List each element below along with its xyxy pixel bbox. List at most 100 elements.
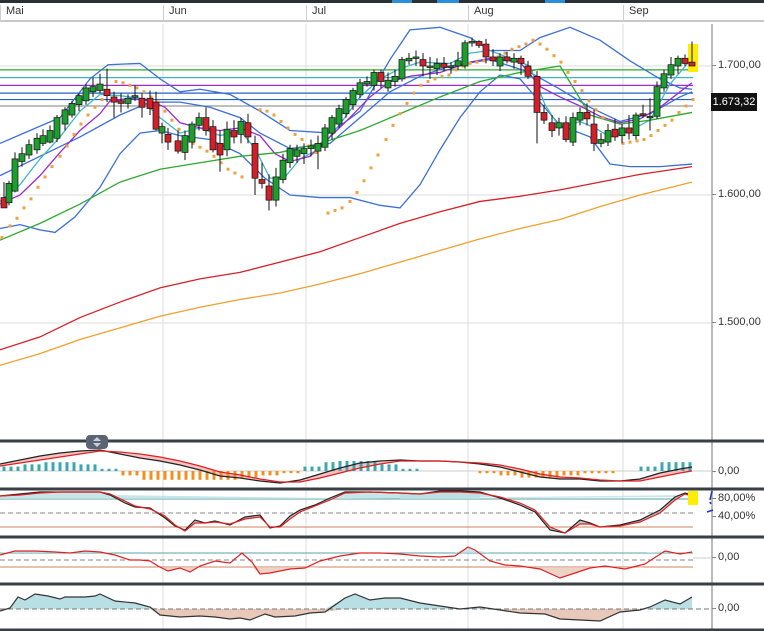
- psar-dot: [29, 197, 33, 201]
- psar-dot: [580, 89, 584, 93]
- macd-histogram-bar: [233, 471, 237, 480]
- macd-histogram-bar: [660, 462, 664, 471]
- psar-dot: [0, 236, 4, 240]
- psar-dot: [601, 116, 605, 120]
- psar-dot: [300, 138, 304, 142]
- psar-dot: [656, 129, 660, 132]
- candle-body: [342, 99, 350, 115]
- macd-line: [0, 450, 693, 483]
- up-down-arrows-icon[interactable]: [86, 435, 108, 449]
- macd-histogram-bar: [205, 471, 209, 480]
- month-label: Mai: [0, 5, 24, 22]
- psar-dot: [191, 141, 195, 145]
- last-price-badge: 1.673,32: [711, 93, 757, 111]
- candle-body: [454, 60, 462, 67]
- psar-dot: [531, 38, 535, 42]
- macd-histogram-bar: [324, 462, 328, 471]
- psar-dot: [198, 145, 202, 149]
- macd-histogram-bar: [9, 466, 13, 471]
- pen-icon[interactable]: [706, 490, 716, 514]
- candle-body: [496, 56, 504, 67]
- macd-histogram-bar: [149, 471, 153, 480]
- candle-body: [674, 57, 682, 67]
- psar-dot: [114, 79, 118, 83]
- macd-histogram-bar: [72, 462, 76, 471]
- candle-body: [433, 63, 441, 69]
- candle-body: [653, 86, 661, 117]
- candle-body: [576, 112, 584, 121]
- psar-dot: [93, 105, 97, 109]
- macd-histogram-bar: [135, 471, 139, 476]
- candle-body: [391, 75, 399, 82]
- candle-body: [604, 130, 612, 143]
- macd-histogram-bar: [548, 471, 552, 478]
- candle-body: [321, 127, 329, 148]
- psar-dot: [293, 132, 297, 136]
- candle-body: [237, 121, 245, 135]
- psar-dot: [22, 206, 26, 210]
- macd-histogram-bar: [604, 471, 608, 474]
- candle-body: [412, 56, 420, 59]
- month-label: Jun: [163, 5, 187, 22]
- macd-histogram-bar: [569, 471, 573, 476]
- macd-histogram-bar: [170, 471, 174, 480]
- macd-histogram-bar: [156, 471, 160, 480]
- time-axis: Mai Jun Jul Aug Sep: [0, 3, 764, 22]
- momentum-negative-fill: [0, 609, 692, 621]
- candle-body: [461, 42, 469, 67]
- macd-histogram-bar: [681, 462, 685, 471]
- macd-histogram-bar: [485, 471, 489, 474]
- candle-body: [286, 148, 294, 164]
- macd-histogram-bar: [226, 471, 230, 480]
- candle-body: [251, 143, 259, 179]
- overbought-fill: [400, 491, 480, 499]
- candle-body: [646, 115, 654, 119]
- psar-dot: [272, 113, 276, 117]
- price-tick-label: 1.600,00: [712, 188, 761, 200]
- candle-body: [46, 130, 54, 143]
- macd-histogram-bar: [583, 471, 587, 474]
- psar-dot: [384, 138, 388, 142]
- macd-histogram-bar: [65, 462, 69, 471]
- macd-histogram-bar: [562, 471, 566, 476]
- psar-dot: [86, 113, 90, 117]
- candle-body: [335, 108, 343, 125]
- toolbar-tab-indicator[interactable]: [545, 0, 565, 3]
- candle-body: [124, 97, 132, 104]
- psar-dot: [100, 98, 104, 102]
- candle-body: [202, 117, 210, 131]
- psar-dot: [475, 60, 479, 64]
- psar-dot: [587, 99, 591, 103]
- candle-body: [363, 81, 371, 85]
- indicator-tick-label: 0,00: [711, 551, 740, 563]
- candle-body: [279, 159, 287, 180]
- psar-dot: [212, 154, 216, 158]
- macd-histogram-bar: [513, 471, 517, 476]
- macd-histogram-bar: [107, 468, 111, 471]
- momentum-positive-fill: [0, 594, 692, 609]
- psar-dot: [482, 59, 486, 63]
- candle-body: [419, 59, 427, 67]
- toolbar-tab-indicator[interactable]: [437, 0, 459, 3]
- psar-dot: [426, 79, 430, 83]
- psar-dot: [205, 149, 209, 153]
- oscillator-line: [0, 546, 693, 579]
- psar-dot: [468, 61, 472, 65]
- macd-histogram-bar: [247, 471, 251, 478]
- macd-histogram-bar: [296, 471, 300, 474]
- candle-body: [103, 88, 111, 97]
- candle-body: [39, 135, 47, 144]
- candle-body: [96, 83, 104, 91]
- psar-dot: [454, 68, 458, 72]
- toolbar-tab-indicator[interactable]: [392, 0, 412, 3]
- psar-dot: [333, 208, 337, 212]
- macd-histogram-bar: [261, 471, 265, 476]
- psar-dot: [72, 132, 76, 136]
- top-toolbar-strip: [0, 0, 764, 3]
- psar-dot: [79, 122, 83, 126]
- macd-histogram-bar: [506, 471, 510, 476]
- macd-histogram-bar: [275, 471, 279, 476]
- candle-body: [548, 122, 556, 131]
- candle-body: [307, 145, 315, 149]
